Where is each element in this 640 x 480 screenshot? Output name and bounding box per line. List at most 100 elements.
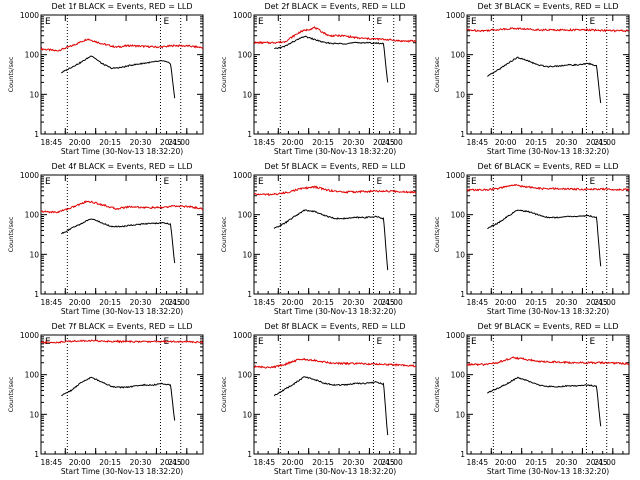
x-tick-label: 18:45 <box>466 138 488 147</box>
y-tick-label: 100 <box>238 51 253 60</box>
panel-title: Det 6f BLACK = Events, RED = LLD <box>477 162 618 171</box>
event-marker: E <box>471 337 477 347</box>
event-marker: E <box>589 17 595 27</box>
y-tick-label: 1 <box>34 290 39 299</box>
detector-panel-1: Det 1f BLACK = Events, RED = LLD 1 10 100 10… <box>7 2 204 156</box>
y-tick-label: 1000 <box>20 171 39 180</box>
x-tick-label: 20:15 <box>312 458 334 467</box>
x-tick-label: 20:15 <box>525 458 547 467</box>
y-tick-label: 1000 <box>446 331 465 340</box>
y-axis-label: Counts/sec <box>433 216 441 252</box>
x-tick-label: 20:45 <box>373 298 395 307</box>
events-rate-line <box>61 55 176 99</box>
x-tick-label: 21:00 <box>168 298 190 307</box>
lld-rate-line <box>41 339 204 345</box>
x-tick-label: 18:45 <box>40 298 62 307</box>
detector-panel-8: Det 8f BLACK = Events, RED = LLD 1 10 100 10… <box>220 322 417 476</box>
events-rate-line <box>273 209 389 271</box>
lld-rate-line <box>254 25 417 45</box>
lld-rate-line <box>466 27 630 33</box>
event-marker: E <box>376 177 382 187</box>
x-tick-label: 20:15 <box>99 138 121 147</box>
y-axis-label: Counts/sec <box>7 56 15 92</box>
y-axis-label: Counts/sec <box>433 376 441 412</box>
y-tick-label: 100 <box>25 51 40 60</box>
x-tick-label: 20:45 <box>373 458 395 467</box>
events-rate-line <box>274 35 389 83</box>
plot-frame <box>253 14 417 135</box>
event-marker: E <box>258 177 264 187</box>
event-marker: E <box>471 17 477 27</box>
event-marker: E <box>376 337 382 347</box>
x-tick-label: 20:30 <box>556 458 578 467</box>
lld-rate-line <box>40 200 204 214</box>
event-marker: E <box>471 177 477 187</box>
x-tick-label: 20:00 <box>282 298 304 307</box>
detector-panel-3: Det 3f BLACK = Events, RED = LLD 1 10 100 10… <box>433 2 630 156</box>
x-tick-label: 20:45 <box>586 458 608 467</box>
x-tick-label: 18:45 <box>466 298 488 307</box>
x-axis-label: Start Time (30-Nov-13 18:32:20) <box>61 467 183 476</box>
x-tick-label: 20:00 <box>282 138 304 147</box>
x-axis-label: Start Time (30-Nov-13 18:32:20) <box>487 467 609 476</box>
y-tick-label: 1 <box>247 450 252 459</box>
x-tick-label: 20:00 <box>282 458 304 467</box>
plot-frame <box>40 174 204 295</box>
x-tick-label: 20:00 <box>69 298 91 307</box>
x-tick-label: 20:30 <box>130 298 152 307</box>
x-tick-label: 21:00 <box>168 138 190 147</box>
x-tick-label: 20:15 <box>525 298 547 307</box>
y-tick-label: 1 <box>460 290 465 299</box>
x-tick-label: 18:45 <box>253 298 275 307</box>
y-tick-label: 1 <box>460 450 465 459</box>
detector-panel-6: Det 6f BLACK = Events, RED = LLD 1 10 100 10… <box>433 162 630 316</box>
panel-title: Det 9f BLACK = Events, RED = LLD <box>477 322 618 331</box>
detector-panel-9: Det 9f BLACK = Events, RED = LLD 1 10 100 10… <box>433 322 630 476</box>
x-tick-label: 21:00 <box>381 298 403 307</box>
x-tick-label: 20:30 <box>130 458 152 467</box>
x-axis-label: Start Time (30-Nov-13 18:32:20) <box>274 307 396 316</box>
y-tick-label: 10 <box>29 90 39 99</box>
x-tick-label: 20:30 <box>343 298 365 307</box>
x-tick-label: 20:15 <box>99 298 121 307</box>
x-tick-label: 20:00 <box>495 138 517 147</box>
x-tick-label: 20:45 <box>160 138 182 147</box>
x-tick-label: 20:45 <box>160 458 182 467</box>
x-tick-label: 20:15 <box>99 458 121 467</box>
plot-frame <box>40 334 204 455</box>
x-axis-label: Start Time (30-Nov-13 18:32:20) <box>487 147 609 156</box>
x-tick-label: 20:45 <box>586 138 608 147</box>
panel-title: Det 7f BLACK = Events, RED = LLD <box>51 322 192 331</box>
panel-title: Det 5f BLACK = Events, RED = LLD <box>264 162 405 171</box>
x-tick-label: 20:15 <box>312 138 334 147</box>
y-axis-label: Counts/sec <box>7 376 15 412</box>
event-marker: E <box>163 177 169 187</box>
event-marker: E <box>376 17 382 27</box>
y-tick-label: 10 <box>29 410 39 419</box>
x-tick-label: 20:30 <box>556 298 578 307</box>
y-axis-label: Counts/sec <box>220 216 228 252</box>
y-tick-label: 100 <box>25 211 40 220</box>
y-tick-label: 10 <box>242 250 252 259</box>
y-tick-label: 10 <box>242 410 252 419</box>
x-tick-label: 18:45 <box>253 458 275 467</box>
plot-frame <box>40 14 204 135</box>
events-rate-line <box>487 209 602 267</box>
x-tick-label: 21:00 <box>594 138 616 147</box>
panel-title: Det 8f BLACK = Events, RED = LLD <box>264 322 405 331</box>
panel-title: Det 1f BLACK = Events, RED = LLD <box>51 2 192 11</box>
x-tick-label: 20:00 <box>69 458 91 467</box>
x-tick-label: 21:00 <box>594 298 616 307</box>
detector-panel-5: Det 5f BLACK = Events, RED = LLD 1 10 100 10… <box>220 162 417 316</box>
y-axis-label: Counts/sec <box>433 56 441 92</box>
lld-rate-line <box>253 185 417 197</box>
x-tick-label: 18:45 <box>253 138 275 147</box>
x-tick-label: 21:00 <box>381 138 403 147</box>
lld-rate-line <box>466 183 630 192</box>
x-tick-label: 21:00 <box>168 458 190 467</box>
y-tick-label: 100 <box>238 211 253 220</box>
y-tick-label: 1 <box>247 130 252 139</box>
x-tick-label: 20:45 <box>373 138 395 147</box>
detector-panel-2: Det 2f BLACK = Events, RED = LLD 1 10 100 10… <box>220 2 417 156</box>
y-tick-label: 1000 <box>233 331 252 340</box>
